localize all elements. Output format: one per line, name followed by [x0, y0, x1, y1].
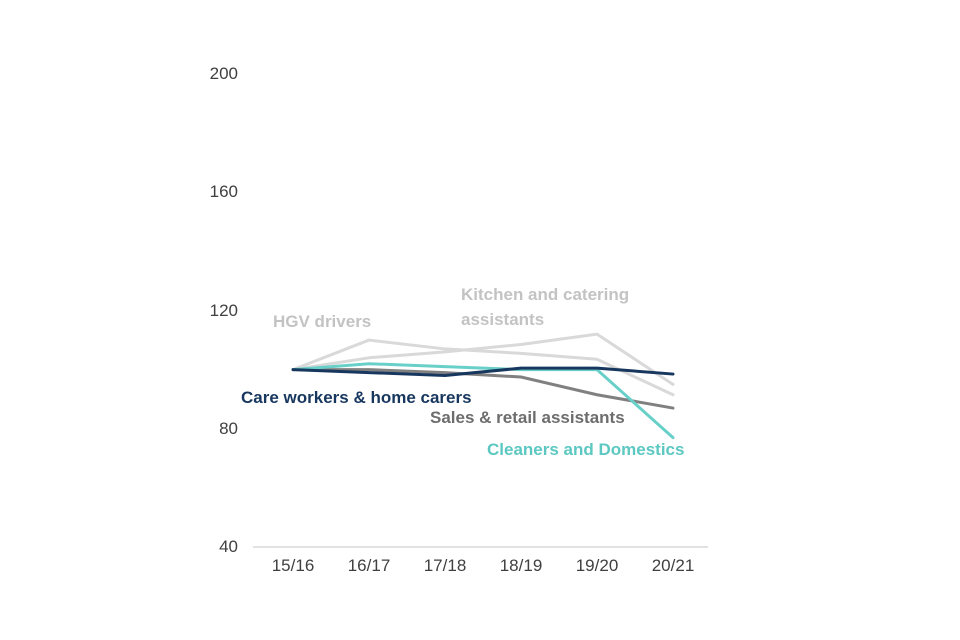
x-tick-label: 18/19	[499, 556, 543, 575]
series-label-sales-retail-assistants: Sales & retail assistants	[430, 408, 625, 427]
y-tick-label: 80	[219, 418, 238, 438]
y-tick-label: 160	[209, 182, 238, 202]
x-tick-label: 17/18	[423, 556, 467, 575]
series-line-2	[291, 368, 675, 410]
x-tick-label: 15/16	[271, 556, 315, 575]
series-line-4	[291, 366, 675, 378]
series-line-0	[291, 332, 675, 386]
x-tick-label: 19/20	[575, 556, 619, 575]
series-label-cleaners-and-domestics: Cleaners and Domestics	[487, 440, 685, 459]
y-tick-label: 120	[209, 300, 238, 320]
series-label-hgv-drivers: HGV drivers	[273, 312, 372, 331]
y-tick-label: 40	[219, 537, 238, 556]
series-label-kitchen-catering-assistants: Kitchen and catering assistants	[461, 285, 630, 329]
series-line-3	[291, 362, 675, 440]
y-tick-label: 200	[209, 64, 238, 83]
series-label-care-workers-home-carers: Care workers & home carers	[241, 388, 472, 407]
x-tick-label: 20/21	[651, 556, 695, 575]
series-line-1	[291, 338, 675, 397]
x-tick-label: 16/17	[347, 556, 391, 575]
